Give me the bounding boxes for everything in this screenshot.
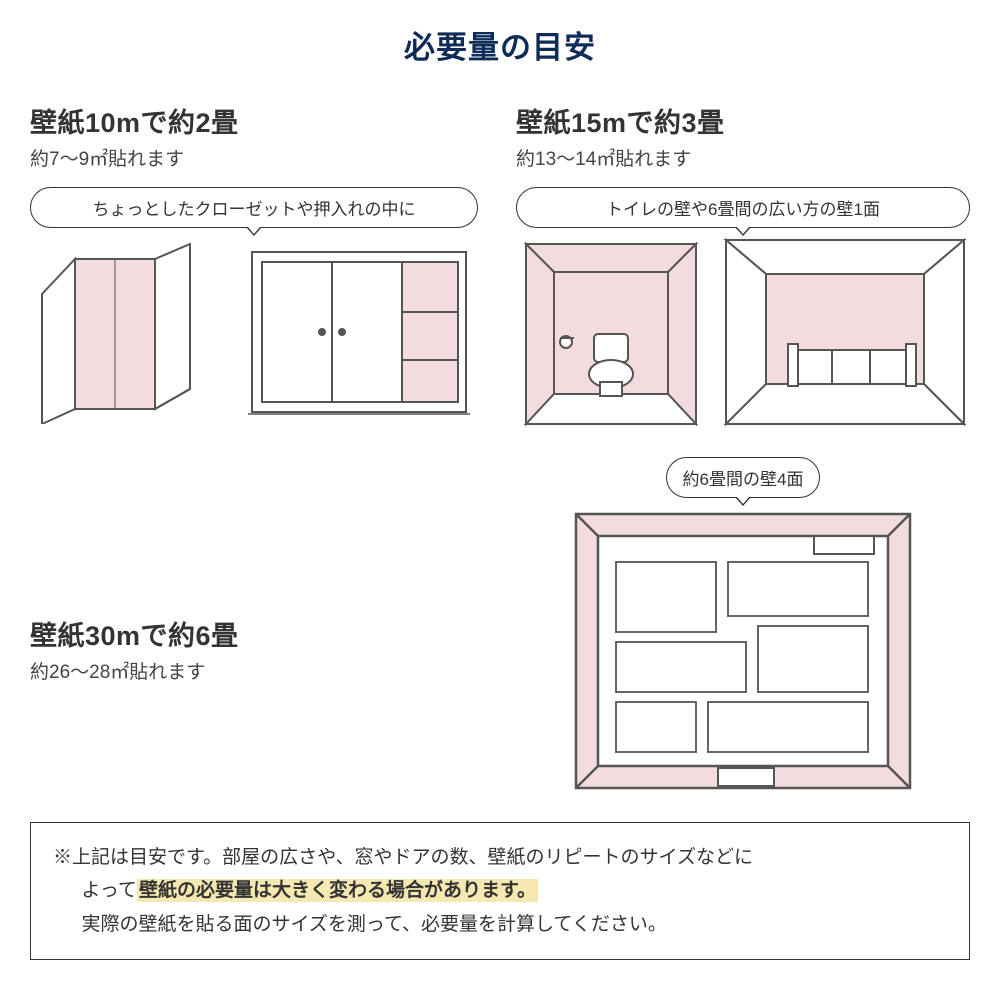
content-grid: 壁紙10mで約2畳 約7～9㎡貼れます ちょっとしたクローゼットや押入れの中に — [30, 101, 970, 796]
toilet-room-icon — [516, 234, 706, 429]
heading-15m: 壁紙15mで約3畳 — [516, 101, 970, 140]
illustration-15m — [516, 234, 970, 429]
section-30m-illus: 約6畳間の壁4面 — [516, 457, 970, 796]
bubble-30m: 約6畳間の壁4面 — [666, 457, 821, 498]
note-line3: 実際の壁紙を貼る面のサイズを測って、必要量を計算してください。 — [53, 908, 947, 941]
section-10m: 壁紙10mで約2畳 約7～9㎡貼れます ちょっとしたクローゼットや押入れの中に — [30, 101, 478, 429]
sub-30m: 約26～28㎡貼れます — [30, 657, 478, 684]
section-30m: 壁紙30mで約6畳 約26～28㎡貼れます — [30, 457, 478, 796]
room-wall-icon — [720, 234, 970, 429]
room-plan-icon — [568, 506, 918, 796]
note-line1: ※上記は目安です。部屋の広さや、窓やドアの数、壁紙のリピートのサイズなどに — [53, 847, 753, 868]
oshiire-icon — [244, 234, 474, 424]
illustration-10m — [30, 234, 478, 424]
closet-icon — [30, 234, 230, 424]
note-line2: よって壁紙の必要量は大きく変わる場合があります。 — [53, 874, 947, 907]
note-line2-pre: よって — [82, 880, 137, 901]
page-title: 必要量の目安 — [30, 22, 970, 67]
note-box: ※上記は目安です。部屋の広さや、窓やドアの数、壁紙のリピートのサイズなどに よっ… — [30, 822, 970, 960]
bubble-10m: ちょっとしたクローゼットや押入れの中に — [30, 187, 478, 228]
heading-30m: 壁紙30mで約6畳 — [30, 614, 478, 653]
bubble-15m: トイレの壁や6畳間の広い方の壁1面 — [516, 187, 970, 228]
sub-10m: 約7～9㎡貼れます — [30, 144, 478, 171]
heading-10m: 壁紙10mで約2畳 — [30, 101, 478, 140]
section-15m: 壁紙15mで約3畳 約13～14㎡貼れます トイレの壁や6畳間の広い方の壁1面 — [516, 101, 970, 429]
note-highlight: 壁紙の必要量は大きく変わる場合があります。 — [137, 879, 538, 902]
sub-15m: 約13～14㎡貼れます — [516, 144, 970, 171]
